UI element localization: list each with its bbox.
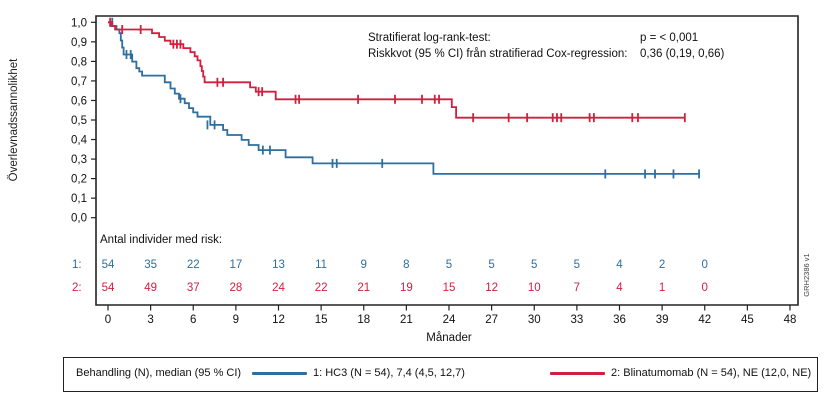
risk-count: 17 [229, 259, 242, 271]
x-axis-title: Månader [426, 332, 472, 344]
km-curve-arm2 [108, 21, 685, 119]
risk-count: 8 [403, 259, 409, 271]
y-tick-label: 0,7 [71, 76, 87, 88]
figure-version-code: GRH2386 v1 [802, 253, 811, 297]
risk-count: 1 [659, 282, 665, 294]
y-tick-label: 0,4 [71, 135, 88, 147]
x-tick-label: 15 [315, 314, 328, 326]
risk-count: 7 [574, 282, 580, 294]
x-tick-label: 18 [357, 314, 370, 326]
y-tick-label: 0,5 [71, 115, 87, 127]
risk-count: 2 [659, 259, 665, 271]
x-tick-label: 45 [741, 314, 754, 326]
blinatumomab-line-swatch [550, 371, 605, 375]
risk-count: 5 [446, 259, 452, 271]
risk-count: 0 [702, 259, 708, 271]
risk-count: 11 [315, 259, 327, 271]
x-tick-label: 39 [656, 314, 669, 326]
x-tick-label: 30 [528, 314, 541, 326]
risk-row-label: 2: [72, 282, 82, 294]
risk-count: 10 [528, 282, 541, 294]
x-tick-label: 3 [147, 314, 153, 326]
risk-count: 28 [229, 282, 242, 294]
risk-row-label: 1: [72, 259, 82, 271]
y-tick-label: 1,0 [71, 17, 87, 29]
risk-count: 15 [443, 282, 456, 294]
risk-count: 9 [361, 259, 367, 271]
x-tick-label: 48 [784, 314, 797, 326]
risk-count: 54 [102, 259, 115, 271]
risk-count: 5 [574, 259, 580, 271]
x-tick-label: 0 [105, 314, 111, 326]
risk-count: 22 [315, 282, 328, 294]
logrank-test-label: Stratifierat log-rank-test: [368, 32, 491, 44]
hc3-line-swatch [252, 371, 307, 375]
risk-count: 35 [144, 259, 157, 271]
risk-count: 5 [531, 259, 537, 271]
legend-item-blinatumomab: 2: Blinatumomab (N = 54), NE (12,0, NE) [550, 367, 811, 379]
risk-count: 0 [702, 282, 708, 294]
legend-item-hc3: 1: HC3 (N = 54), 7,4 (4,5, 12,7) [252, 367, 465, 379]
x-tick-label: 6 [190, 314, 196, 326]
risk-count: 24 [272, 282, 285, 294]
x-tick-label: 21 [400, 314, 413, 326]
logrank-p-value: p = < 0,001 [640, 32, 699, 44]
risk-count: 13 [272, 259, 285, 271]
risk-table-title: Antal individer med risk: [100, 234, 223, 246]
x-tick-label: 9 [233, 314, 239, 326]
x-tick-label: 12 [272, 314, 285, 326]
plot-frame [95, 15, 799, 306]
risk-count: 37 [187, 282, 200, 294]
x-tick-label: 27 [485, 314, 498, 326]
risk-count: 22 [187, 259, 200, 271]
x-tick-label: 24 [443, 314, 456, 326]
y-axis-title: Överlevnadssannolikhet [8, 58, 20, 182]
risk-count: 12 [485, 282, 498, 294]
legend-title: Behandling (N), median (95 % CI) [76, 367, 242, 379]
x-tick-label: 33 [570, 314, 583, 326]
risk-count: 5 [488, 259, 494, 271]
y-tick-label: 0,8 [71, 56, 87, 68]
risk-count: 4 [616, 259, 623, 271]
hazard-ratio-value: 0,36 (0,19, 0,66) [640, 48, 725, 60]
y-tick-label: 0,3 [71, 154, 87, 166]
risk-count: 4 [616, 282, 623, 294]
risk-count: 49 [144, 282, 157, 294]
hazard-ratio-label: Riskkvot (95 % CI) från stratifierad Cox… [368, 48, 628, 60]
risk-count: 54 [102, 282, 115, 294]
y-tick-label: 0,0 [71, 213, 87, 225]
legend-box: Behandling (N), median (95 % CI) 1: HC3 … [63, 357, 818, 392]
risk-count: 19 [400, 282, 413, 294]
y-tick-label: 0,9 [71, 37, 87, 49]
y-tick-label: 0,6 [71, 95, 87, 107]
x-tick-label: 36 [613, 314, 626, 326]
risk-count: 21 [357, 282, 370, 294]
km-curve-arm1 [108, 21, 700, 175]
y-tick-label: 0,1 [71, 193, 87, 205]
x-tick-label: 42 [698, 314, 711, 326]
legend-item-hc3-label: 1: HC3 (N = 54), 7,4 (4,5, 12,7) [313, 367, 465, 379]
legend-item-blinatumomab-label: 2: Blinatumomab (N = 54), NE (12,0, NE) [611, 367, 812, 379]
y-tick-label: 0,2 [71, 174, 87, 186]
